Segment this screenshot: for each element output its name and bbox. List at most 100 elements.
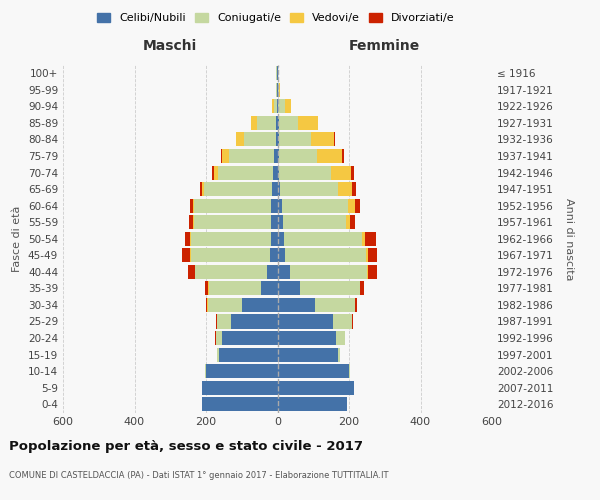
Bar	[202, 380, 277, 394]
Bar	[277, 364, 349, 378]
Bar	[195, 265, 267, 279]
Bar	[277, 149, 279, 163]
Bar	[274, 100, 277, 114]
Bar	[217, 348, 218, 362]
Bar	[277, 314, 333, 328]
Bar	[236, 132, 244, 146]
Bar	[242, 298, 277, 312]
Bar	[257, 116, 277, 130]
Bar	[269, 248, 277, 262]
Bar	[271, 232, 277, 246]
Bar	[277, 182, 280, 196]
Bar	[272, 100, 274, 114]
Bar	[277, 132, 279, 146]
Bar	[214, 166, 218, 179]
Bar	[283, 215, 346, 229]
Bar	[215, 331, 222, 345]
Bar	[272, 182, 277, 196]
Bar	[218, 166, 273, 179]
Bar	[360, 282, 361, 296]
Bar	[218, 348, 277, 362]
Bar	[185, 232, 190, 246]
Bar	[342, 149, 344, 163]
Bar	[221, 149, 222, 163]
Bar	[191, 248, 269, 262]
Bar	[191, 232, 271, 246]
Bar	[284, 248, 366, 262]
Bar	[194, 198, 271, 212]
Bar	[278, 116, 298, 130]
Bar	[277, 100, 278, 114]
Bar	[244, 132, 276, 146]
Bar	[277, 232, 284, 246]
Bar	[279, 149, 317, 163]
Bar	[284, 100, 291, 114]
Bar	[337, 331, 345, 345]
Bar	[231, 314, 277, 328]
Bar	[277, 265, 290, 279]
Bar	[193, 198, 194, 212]
Bar	[331, 166, 351, 179]
Bar	[277, 331, 337, 345]
Text: Femmine: Femmine	[349, 40, 421, 54]
Bar	[368, 248, 377, 262]
Y-axis label: Fasce di età: Fasce di età	[13, 206, 22, 272]
Bar	[368, 265, 377, 279]
Bar	[278, 100, 284, 114]
Bar	[212, 166, 214, 179]
Bar	[338, 348, 340, 362]
Bar	[276, 132, 277, 146]
Bar	[205, 364, 206, 378]
Bar	[274, 149, 277, 163]
Bar	[190, 232, 191, 246]
Bar	[182, 248, 190, 262]
Bar	[206, 364, 277, 378]
Bar	[352, 182, 356, 196]
Bar	[277, 215, 283, 229]
Bar	[208, 298, 242, 312]
Bar	[277, 298, 315, 312]
Bar	[202, 397, 277, 411]
Bar	[284, 232, 362, 246]
Bar	[217, 314, 231, 328]
Bar	[351, 166, 353, 179]
Bar	[348, 198, 355, 212]
Bar	[200, 182, 202, 196]
Bar	[315, 298, 355, 312]
Bar	[202, 182, 204, 196]
Bar	[277, 348, 338, 362]
Bar	[280, 182, 338, 196]
Bar	[346, 215, 350, 229]
Bar	[194, 265, 195, 279]
Bar	[362, 232, 365, 246]
Bar	[190, 248, 191, 262]
Bar	[279, 166, 331, 179]
Bar	[277, 380, 355, 394]
Bar	[271, 198, 277, 212]
Bar	[277, 397, 347, 411]
Bar	[277, 198, 282, 212]
Bar	[277, 282, 299, 296]
Bar	[352, 314, 353, 328]
Bar	[333, 314, 352, 328]
Bar	[251, 116, 257, 130]
Bar	[350, 215, 355, 229]
Bar	[361, 282, 364, 296]
Bar	[366, 248, 368, 262]
Bar	[209, 282, 262, 296]
Bar	[365, 232, 376, 246]
Bar	[273, 166, 277, 179]
Bar	[334, 132, 335, 146]
Bar	[277, 166, 279, 179]
Bar	[222, 331, 277, 345]
Bar	[194, 215, 271, 229]
Bar	[193, 215, 194, 229]
Bar	[277, 248, 284, 262]
Bar	[204, 182, 272, 196]
Bar	[355, 298, 357, 312]
Bar	[290, 265, 367, 279]
Bar	[338, 182, 352, 196]
Bar	[279, 83, 280, 97]
Legend: Celibi/Nubili, Coniugati/e, Vedovi/e, Divorziati/e: Celibi/Nubili, Coniugati/e, Vedovi/e, Di…	[93, 8, 459, 28]
Bar	[206, 298, 208, 312]
